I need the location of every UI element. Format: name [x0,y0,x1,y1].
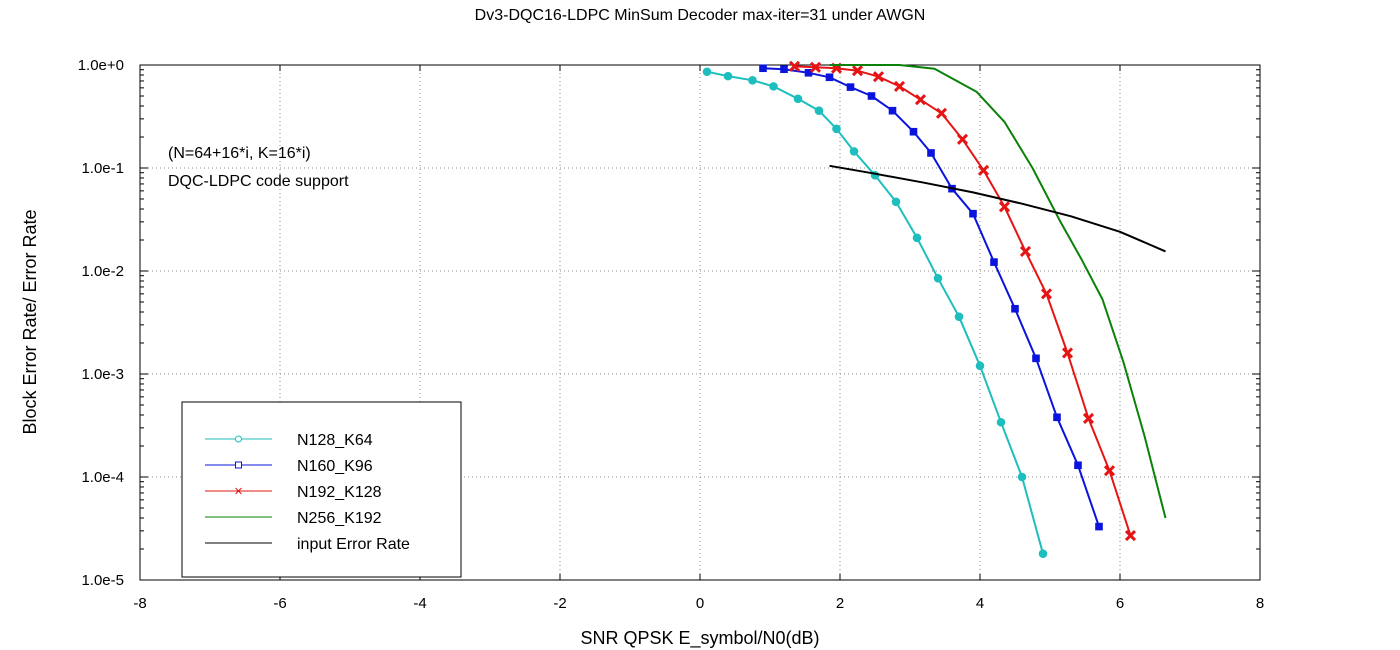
y-tick-label: 1.0e-4 [81,469,124,486]
data-point [956,133,969,145]
data-point [1074,461,1082,470]
annotation-code-params: (N=64+16*i, K=16*i) [168,145,311,162]
data-point [1082,412,1095,425]
x-tick-label: 4 [976,595,984,612]
series-n256-k192 [829,64,1167,519]
data-point [1124,530,1137,542]
series-line-n256-k192 [829,64,1167,519]
chart-title: Dv3-DQC16-LDPC MinSum Decoder max-iter=3… [475,7,926,24]
x-tick-label: 0 [696,595,704,612]
data-point [912,233,922,243]
legend-item-n160-k96: N160_K96 [205,458,373,475]
data-point [748,76,757,85]
data-point [759,64,767,73]
legend-label: N128_K64 [297,432,373,449]
data-point [1017,472,1027,482]
data-point [977,164,990,176]
data-point [969,209,977,218]
y-tick-label: 1.0e-2 [81,263,124,280]
axis-ticks: -8 -6 -4 -2 0 2 4 6 8 1.0e+0 1.0e-1 1.0e-2 1.0e-3 1.0… [78,57,1264,612]
data-point [927,149,935,157]
data-point [769,82,778,91]
legend-item-n128-k64: N128_K64 [205,432,373,449]
data-point [1032,354,1040,363]
y-tick-label: 1.0e+0 [78,57,124,74]
series-n192-k128 [788,60,1137,542]
data-point [975,361,985,371]
data-point [1095,522,1103,531]
y-axis-label: Block Error Rate/ Error Rate [20,209,40,434]
x-tick-label: 6 [1116,595,1124,612]
x-axis-label: SNR QPSK E_symbol/N0(dB) [580,628,819,649]
data-point [846,83,855,91]
data-point [914,94,927,106]
data-point [1038,549,1048,559]
data-point [1011,304,1019,313]
data-point [825,73,834,82]
data-point [954,312,964,322]
legend-label: N256_K192 [297,510,382,527]
data-point [793,94,803,104]
data-point [893,80,906,92]
legend-label: input Error Rate [297,536,410,553]
legend: N128_K64 N160_K96 N192_K128 N256_K192input … [181,401,462,578]
data-point [851,65,864,77]
data-point [867,92,876,100]
data-point [998,201,1011,213]
legend-marker [235,461,242,469]
legend-label: N192_K128 [297,484,382,501]
x-tick-label: 8 [1256,595,1264,612]
data-point [990,258,998,266]
data-point [891,197,901,207]
series-n160-k96 [759,64,1103,531]
series-line-n128-k64 [706,70,1044,554]
legend-label: N160_K96 [297,458,373,475]
x-tick-label: -4 [413,595,426,612]
data-point [996,417,1006,427]
y-tick-label: 1.0e-5 [81,572,124,589]
data-point [723,71,733,81]
data-point [780,65,788,74]
data-point [849,147,859,156]
legend-marker [235,487,242,495]
data-point [1019,245,1032,257]
legend-item-n192-k128: N192_K128 [205,484,382,501]
x-tick-label: -8 [133,595,146,612]
data-point [788,60,801,72]
series-line-input-error-rate [829,164,1166,253]
legend-marker [235,435,242,443]
data-point [933,273,943,283]
data-point [804,68,813,77]
legend-item-n256-k192: N256_K192 [205,510,382,527]
annotation-code-support: DQC-LDPC code support [168,173,349,190]
data-point [832,124,841,134]
y-tick-label: 1.0e-3 [81,366,124,383]
data-point [1053,413,1061,422]
data-point [809,61,822,73]
x-tick-label: -2 [553,595,566,612]
data-point [1103,465,1116,477]
legend-box [181,401,462,578]
data-point [888,106,897,115]
series-group [702,60,1167,559]
y-tick-label: 1.0e-1 [81,160,124,177]
data-point [909,127,918,136]
data-point [702,67,712,77]
legend-item-input-error-rate: input Error Rate [205,536,410,553]
series-input-error-rate [829,164,1166,253]
data-point [1061,347,1074,359]
data-point [935,107,948,119]
x-tick-label: -6 [273,595,286,612]
series-n128-k64 [702,67,1048,559]
data-point [872,71,885,83]
data-point [814,106,824,116]
data-point [1040,288,1053,300]
x-tick-label: 2 [836,595,844,612]
